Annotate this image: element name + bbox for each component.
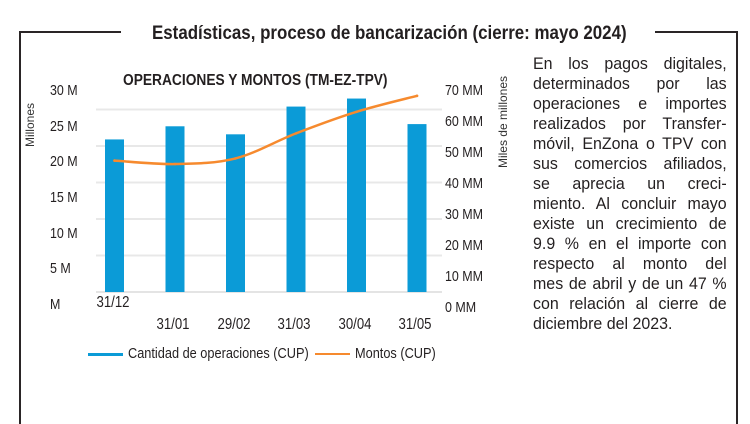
article-paragraph: En los pagos digitales, determinados por… [533, 54, 739, 334]
bar-series [105, 98, 427, 292]
chart-title: OPERACIONES Y MONTOS (TM-EZ-TPV) [123, 72, 388, 89]
legend-swatch-montos [315, 353, 350, 355]
y-axis-right: 70 MM 60 MM 50 MM 40 MM 30 MM 20 MM 10 M… [445, 82, 491, 316]
y2-tick-label: 50 MM [445, 144, 484, 161]
legend-label-operations: Cantidad de operaciones (CUP) [128, 345, 309, 362]
montos-point-31-01 [173, 162, 177, 166]
y2-tick-label: 0 MM [445, 299, 477, 316]
frame-top-left-border [19, 31, 121, 33]
y-tick-label: 25 M [50, 117, 78, 135]
paragraph-line: respecto al monto del [533, 254, 727, 273]
x-tick-label: 31/01 [156, 316, 190, 333]
legend-label-montos: Montos (CUP) [355, 345, 436, 362]
montos-point-31-05 [415, 94, 419, 98]
y2-tick-label: 40 MM [445, 175, 484, 192]
paragraph-line: existe un crecimiento de [533, 214, 727, 233]
paragraph-line: 9.9 % en el importe con [533, 234, 727, 253]
bar-31-12 [105, 139, 124, 292]
montos-point-31-03 [294, 132, 298, 135]
y-tick-label: 10 M [50, 224, 78, 242]
paragraph-line: diciembre del 2023. [533, 314, 673, 333]
paragraph-line: operaciones e importes [533, 94, 727, 113]
paragraph-line: con relación al cierre de [533, 294, 727, 313]
y-tick-label: 15 M [50, 188, 78, 206]
montos-point-31-12 [113, 159, 116, 162]
frame-right-border [736, 31, 738, 424]
x-tick-label: 30/04 [338, 316, 371, 333]
y-axis-right-title: Miles de millones [496, 75, 510, 168]
x-tick-label: 31/12 [96, 294, 129, 311]
x-tick-label: 31/03 [277, 316, 311, 333]
bar-31-03 [286, 106, 306, 292]
paragraph-line: móvil, EnZona o TPV con [533, 134, 727, 153]
legend-swatch-operations [88, 352, 123, 356]
y2-tick-label: 30 MM [445, 206, 484, 223]
y2-tick-label: 10 MM [445, 268, 484, 285]
bar-31-01 [165, 126, 185, 292]
bar-29-02 [226, 134, 245, 292]
x-tick-label: 29/02 [217, 316, 250, 333]
paragraph-line: sus comercios afiliados, [533, 154, 727, 173]
y-axis-left: 30 M 25 M 20 M 15 M 10 M 5 M M [50, 82, 83, 313]
x-tick-label: 31/05 [398, 316, 432, 333]
frame-top-right-border [655, 31, 738, 33]
paragraph-line: determinados por las [533, 74, 727, 93]
montos-line [113, 94, 419, 166]
bar-31-05 [407, 124, 427, 292]
page-title: Estadísticas, proceso de bancarización (… [152, 23, 627, 44]
y-tick-label: 20 M [50, 153, 78, 171]
line-series [113, 94, 419, 166]
paragraph-line: se aprecia un creci- [533, 174, 727, 193]
y2-tick-label: 20 MM [445, 237, 484, 254]
paragraph-line: En los pagos digitales, [533, 54, 727, 73]
gridlines [96, 108, 442, 293]
montos-point-30-04 [355, 110, 358, 114]
montos-point-29-02 [234, 157, 237, 160]
y2-tick-label: 70 MM [445, 82, 484, 99]
paragraph-line: realizados por Transfer- [533, 114, 727, 133]
frame-left-border [19, 31, 21, 424]
y-tick-label: 30 M [50, 82, 78, 99]
paragraph-line: miento. Al concluir mayo [533, 194, 727, 213]
y2-tick-label: 60 MM [445, 113, 484, 130]
y-axis-left-title: Millones [23, 103, 37, 148]
y-tick-label: 5 M [50, 260, 71, 278]
paragraph-line: mes de abril y de un 47 % [533, 274, 727, 293]
bar-30-04 [347, 98, 366, 292]
y-tick-label: M [50, 295, 61, 313]
